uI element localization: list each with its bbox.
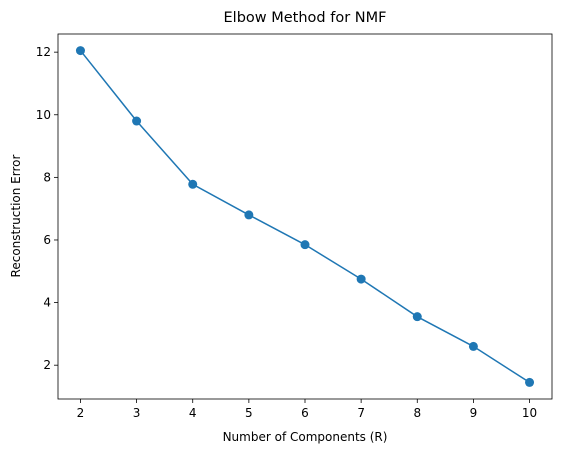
y-axis: 2 4 6 8 10 12 <box>36 45 58 372</box>
x-axis-title: Number of Components (R) <box>223 430 388 444</box>
data-point <box>525 377 535 387</box>
series-line <box>79 50 530 384</box>
data-point <box>468 341 478 351</box>
y-tick-label: 2 <box>43 358 51 372</box>
chart-title: Elbow Method for NMF <box>224 10 387 26</box>
x-tick-label: 8 <box>413 406 421 420</box>
y-axis-title: Reconstruction Error <box>9 155 23 278</box>
plot-area-frame <box>57 33 553 400</box>
y-tick-label: 8 <box>43 170 51 184</box>
x-tick-label: 2 <box>77 406 85 420</box>
data-point <box>300 240 310 250</box>
data-point <box>132 116 142 126</box>
data-point <box>244 210 254 220</box>
data-point <box>75 46 85 56</box>
x-tick-label: 3 <box>133 406 141 420</box>
y-tick-label: 4 <box>43 296 51 310</box>
x-axis: 2 3 4 5 6 7 8 9 10 <box>77 399 537 420</box>
data-point <box>412 312 422 322</box>
x-tick-label: 5 <box>245 406 253 420</box>
x-tick-label: 4 <box>189 406 197 420</box>
y-tick-label: 12 <box>36 45 51 59</box>
series-points <box>75 46 535 387</box>
y-tick-label: 6 <box>43 233 51 247</box>
x-tick-label: 6 <box>301 406 309 420</box>
data-point <box>188 179 198 189</box>
y-tick-label: 10 <box>36 108 51 122</box>
x-tick-label: 9 <box>470 406 478 420</box>
x-tick-label: 7 <box>357 406 365 420</box>
data-point <box>356 274 366 284</box>
x-tick-label: 10 <box>522 406 537 420</box>
